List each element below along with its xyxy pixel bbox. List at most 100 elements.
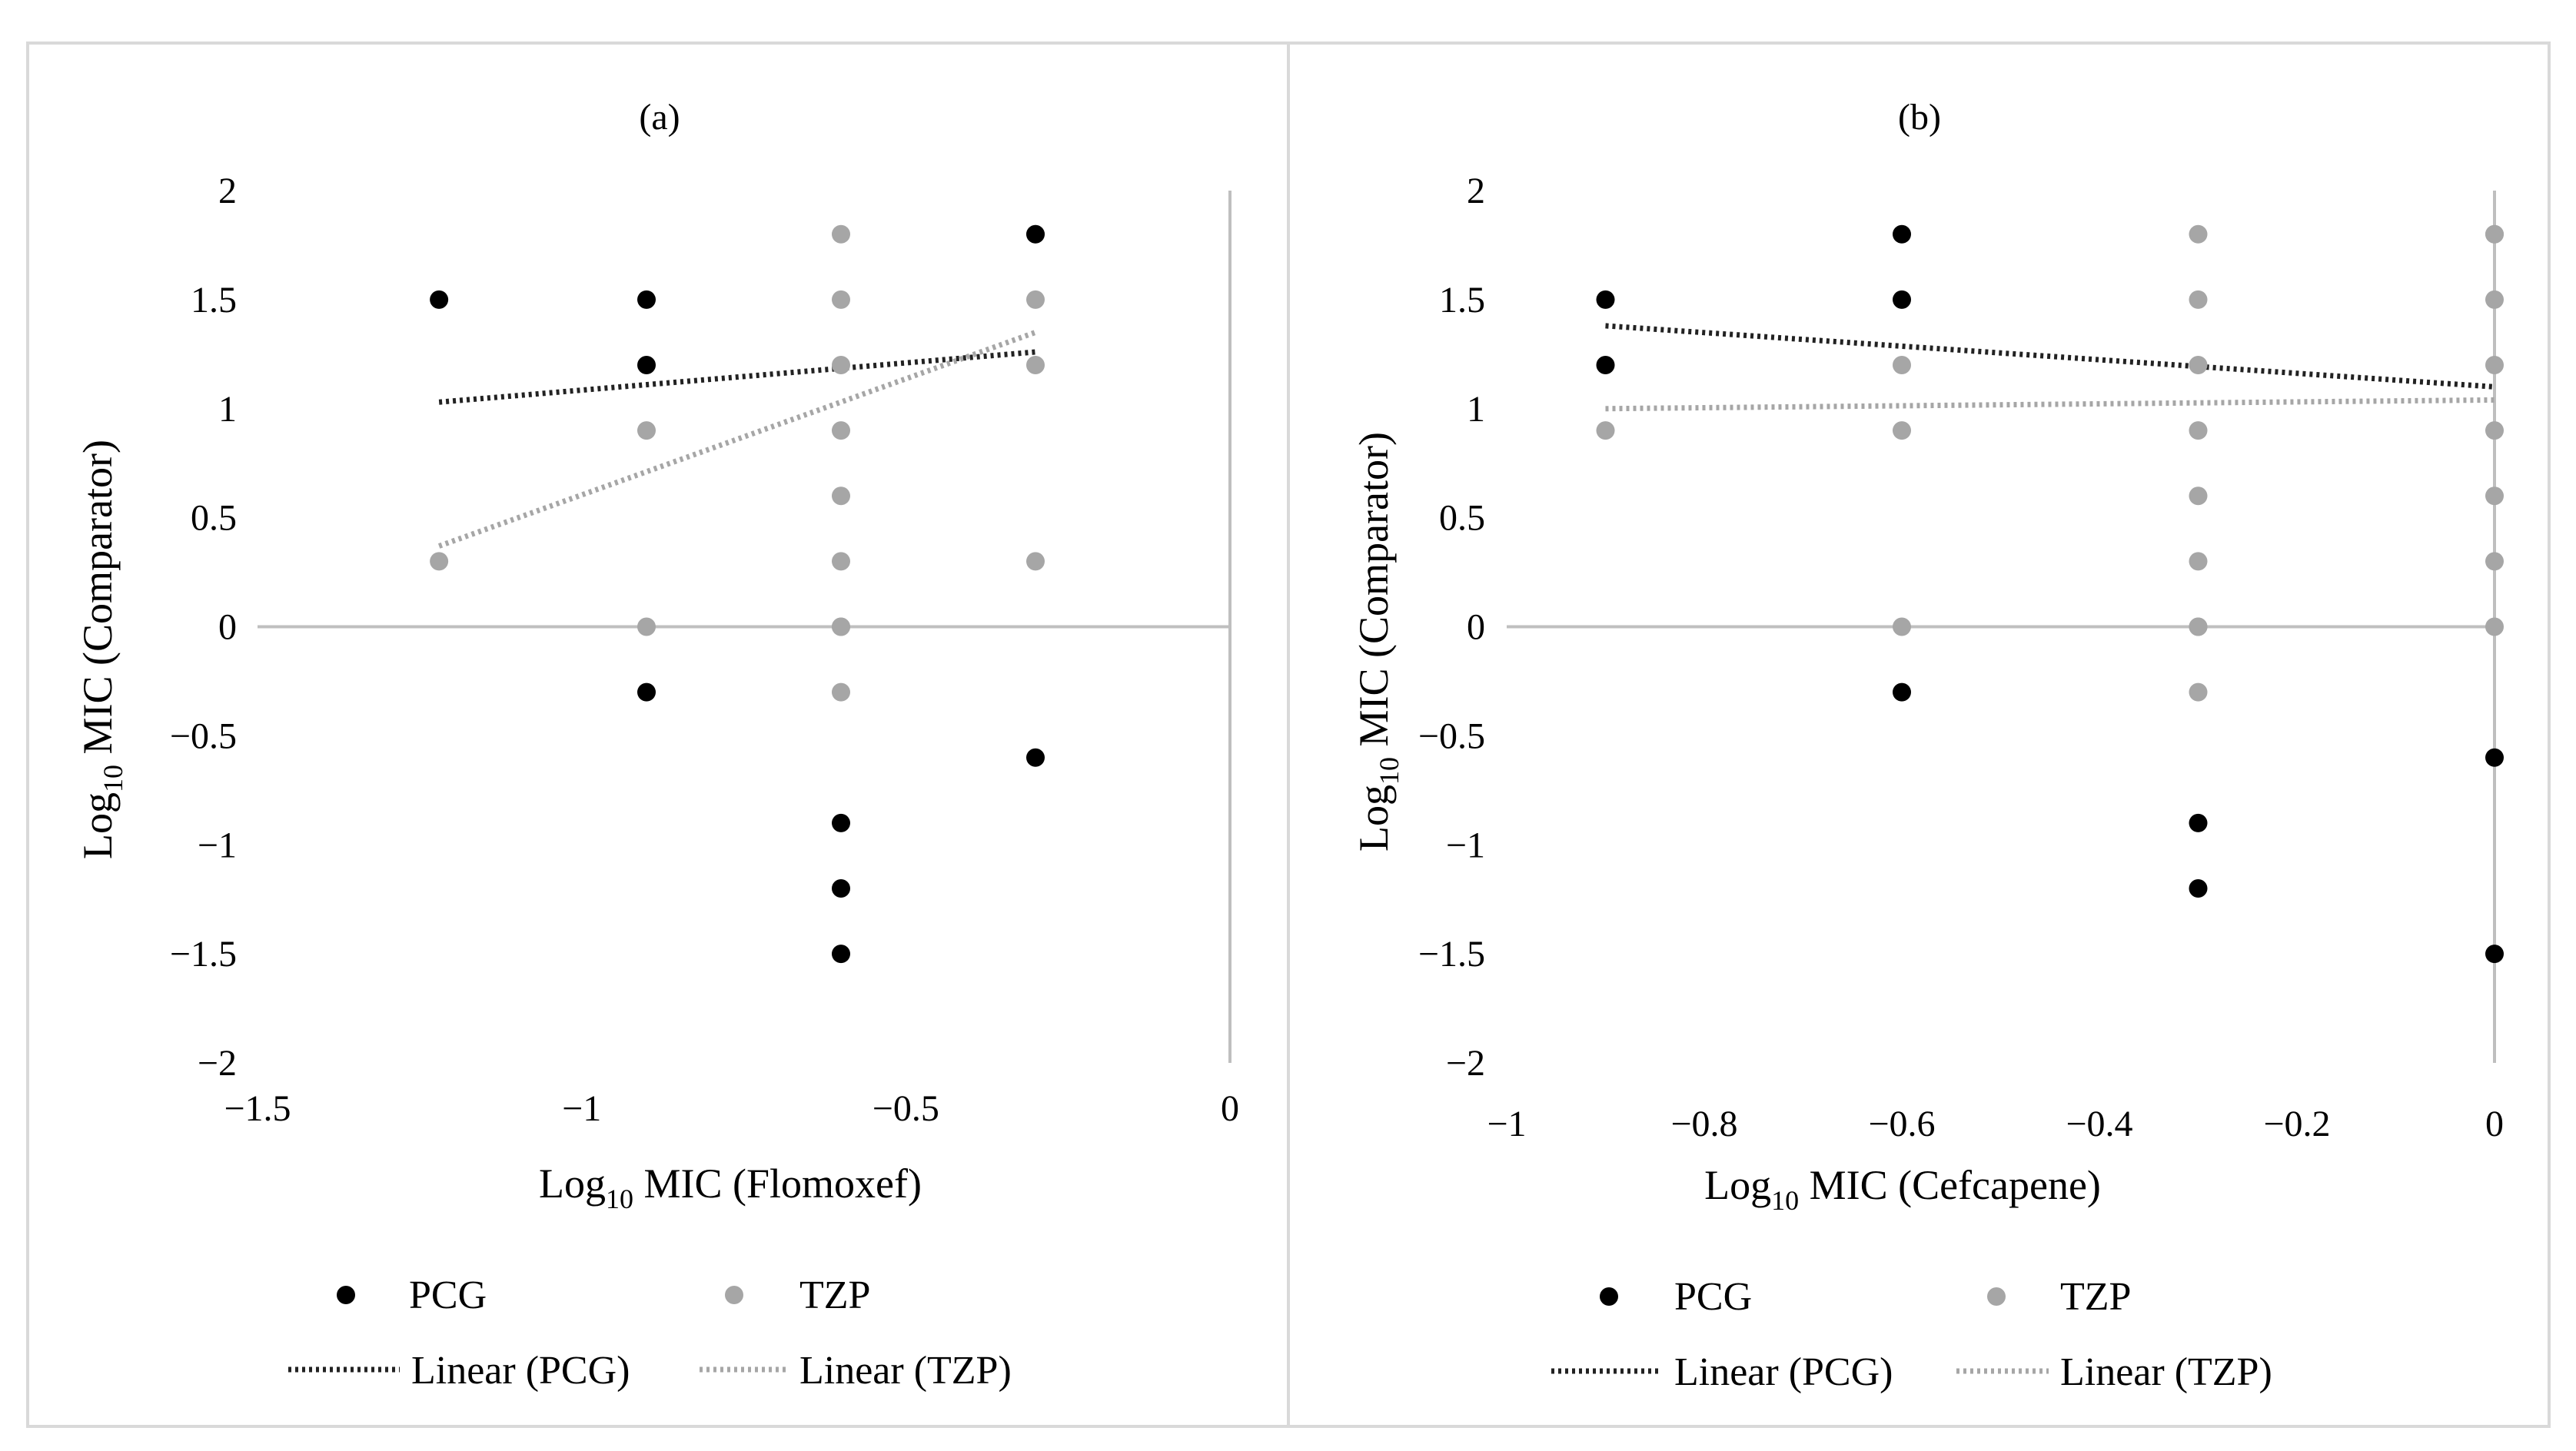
panel-b-title: (b): [1898, 97, 1941, 138]
point-pcg: [637, 290, 656, 309]
point-pcg: [832, 879, 850, 898]
x-tick-label: 0: [2485, 1104, 2504, 1144]
x-tick-label: −0.5: [873, 1088, 939, 1129]
x-tick-label: 0: [1221, 1088, 1239, 1129]
point-tzp: [832, 617, 850, 636]
x-tick-label: −0.4: [2066, 1104, 2132, 1144]
point-pcg: [832, 945, 850, 964]
point-tzp: [1893, 421, 1911, 440]
panel-a-points: [430, 224, 1045, 964]
point-pcg: [2189, 813, 2208, 832]
point-tzp: [832, 552, 850, 571]
point-pcg: [1893, 682, 1911, 702]
panel-a-x-tick-labels: −1.5 −1 −0.5 0: [224, 1088, 1239, 1129]
legend-linear-tzp-label: Linear (TZP): [2060, 1350, 2272, 1394]
point-pcg: [1026, 224, 1045, 244]
x-tick-label: −0.2: [2263, 1104, 2330, 1144]
point-tzp: [2189, 224, 2208, 244]
x-tick-label: −0.6: [1868, 1104, 1935, 1144]
panel-a-axes: [258, 191, 1231, 1063]
legend-pcg-label: PCG: [409, 1273, 487, 1317]
point-tzp: [2485, 224, 2504, 244]
point-tzp: [2189, 552, 2208, 571]
point-tzp: [2485, 290, 2504, 309]
trendline-tzp: [437, 330, 1037, 549]
point-pcg: [2485, 945, 2504, 964]
legend-pcg-marker: [1600, 1287, 1618, 1306]
point-tzp: [832, 682, 850, 702]
point-pcg: [1596, 290, 1615, 309]
point-tzp: [2189, 486, 2208, 506]
y-tick-label: 1.5: [191, 280, 237, 320]
y-tick-label: 2: [1467, 171, 1485, 211]
point-tzp: [637, 617, 656, 636]
panel-b-points: [1596, 224, 2504, 964]
y-tick-label: 0.5: [191, 498, 237, 539]
panel-a-y-tick-labels: 2 1.5 1 0.5 0 −0.5 −1 −1.5 −2: [170, 171, 237, 1084]
point-tzp: [2189, 290, 2208, 309]
point-tzp: [832, 421, 850, 440]
panel-b-x-tick-labels: −1 −0.8 −0.6 −0.4 −0.2 0: [1487, 1104, 2504, 1144]
y-tick-label: 1.5: [1439, 280, 1485, 320]
legend-linear-tzp-label: Linear (TZP): [799, 1349, 1012, 1393]
point-pcg: [1893, 290, 1911, 309]
x-tick-label: −1.5: [224, 1088, 291, 1129]
legend-tzp-label: TZP: [799, 1273, 870, 1317]
point-pcg: [1026, 748, 1045, 767]
y-tick-label: −1.5: [170, 934, 237, 975]
point-tzp: [1893, 356, 1911, 374]
panel-a-trendlines: [437, 330, 1037, 549]
point-tzp: [1026, 290, 1045, 309]
point-pcg: [637, 356, 656, 374]
panel-a-title: (a): [639, 97, 680, 138]
y-tick-label: 1: [218, 389, 237, 430]
legend-pcg-label: PCG: [1674, 1275, 1752, 1319]
y-tick-label: −0.5: [170, 716, 237, 756]
point-tzp: [2189, 682, 2208, 702]
legend-pcg-marker: [337, 1286, 355, 1304]
panel-b: (b) 2 1.5 1 0.5 0 −0.5 −1 −1.5 −2 −1 −0.8 −0.6 −0.4…: [1351, 97, 2504, 1394]
point-pcg: [1596, 356, 1615, 374]
y-tick-label: 0.5: [1439, 498, 1485, 539]
point-pcg: [832, 813, 850, 832]
point-tzp: [2189, 617, 2208, 636]
legend-tzp-marker: [1987, 1287, 2006, 1306]
point-tzp: [2485, 552, 2504, 571]
legend-linear-pcg-label: Linear (PCG): [1674, 1350, 1893, 1394]
trendline-tzp: [1605, 397, 2495, 412]
panel-b-x-axis-title: Log10 MIC (Cefcapene): [1704, 1162, 2101, 1216]
point-tzp: [1026, 356, 1045, 374]
legend-linear-pcg-label: Linear (PCG): [411, 1349, 630, 1393]
y-tick-label: −1.5: [1418, 934, 1485, 975]
y-tick-label: −1: [1446, 825, 1485, 865]
panel-a-x-axis-title: Log10 MIC (Flomoxef): [539, 1160, 922, 1214]
y-tick-label: 1: [1467, 389, 1485, 430]
point-tzp: [1596, 421, 1615, 440]
point-tzp: [832, 290, 850, 309]
point-pcg: [1893, 224, 1911, 244]
panel-a: (a) 21.510.50−0.5−1−1.5−2 −1.5 −1 −0.5 0 Lo…: [75, 97, 1239, 1393]
point-tzp: [2485, 486, 2504, 506]
point-tzp: [2485, 617, 2504, 636]
y-tick-label: 0: [218, 607, 237, 648]
point-tzp: [1893, 617, 1911, 636]
point-pcg: [430, 290, 449, 309]
trendline-pcg: [438, 349, 1036, 405]
panel-a-y-axis-title: Log10 MIC (Comparator): [75, 440, 128, 859]
legend-tzp-label: TZP: [2060, 1275, 2131, 1319]
point-pcg: [2189, 879, 2208, 898]
panel-b-trendlines: [1605, 323, 2495, 412]
x-tick-label: −1: [562, 1088, 601, 1129]
panel-a-legend: PCG TZP Linear (PCG) Linear (TZP): [288, 1273, 1012, 1393]
y-tick-label: 2: [218, 171, 237, 211]
trendline-pcg: [1605, 323, 2495, 390]
point-tzp: [2485, 356, 2504, 374]
point-tzp: [832, 356, 850, 374]
panel-b-y-tick-labels: 2 1.5 1 0.5 0 −0.5 −1 −1.5 −2: [1418, 171, 1485, 1084]
y-tick-label: 0: [1467, 607, 1485, 648]
panel-b-y-axis-title: Log10 MIC (Comparator): [1351, 432, 1404, 852]
point-tzp: [832, 224, 850, 244]
y-tick-label: −1: [198, 825, 237, 865]
point-tzp: [2485, 421, 2504, 440]
